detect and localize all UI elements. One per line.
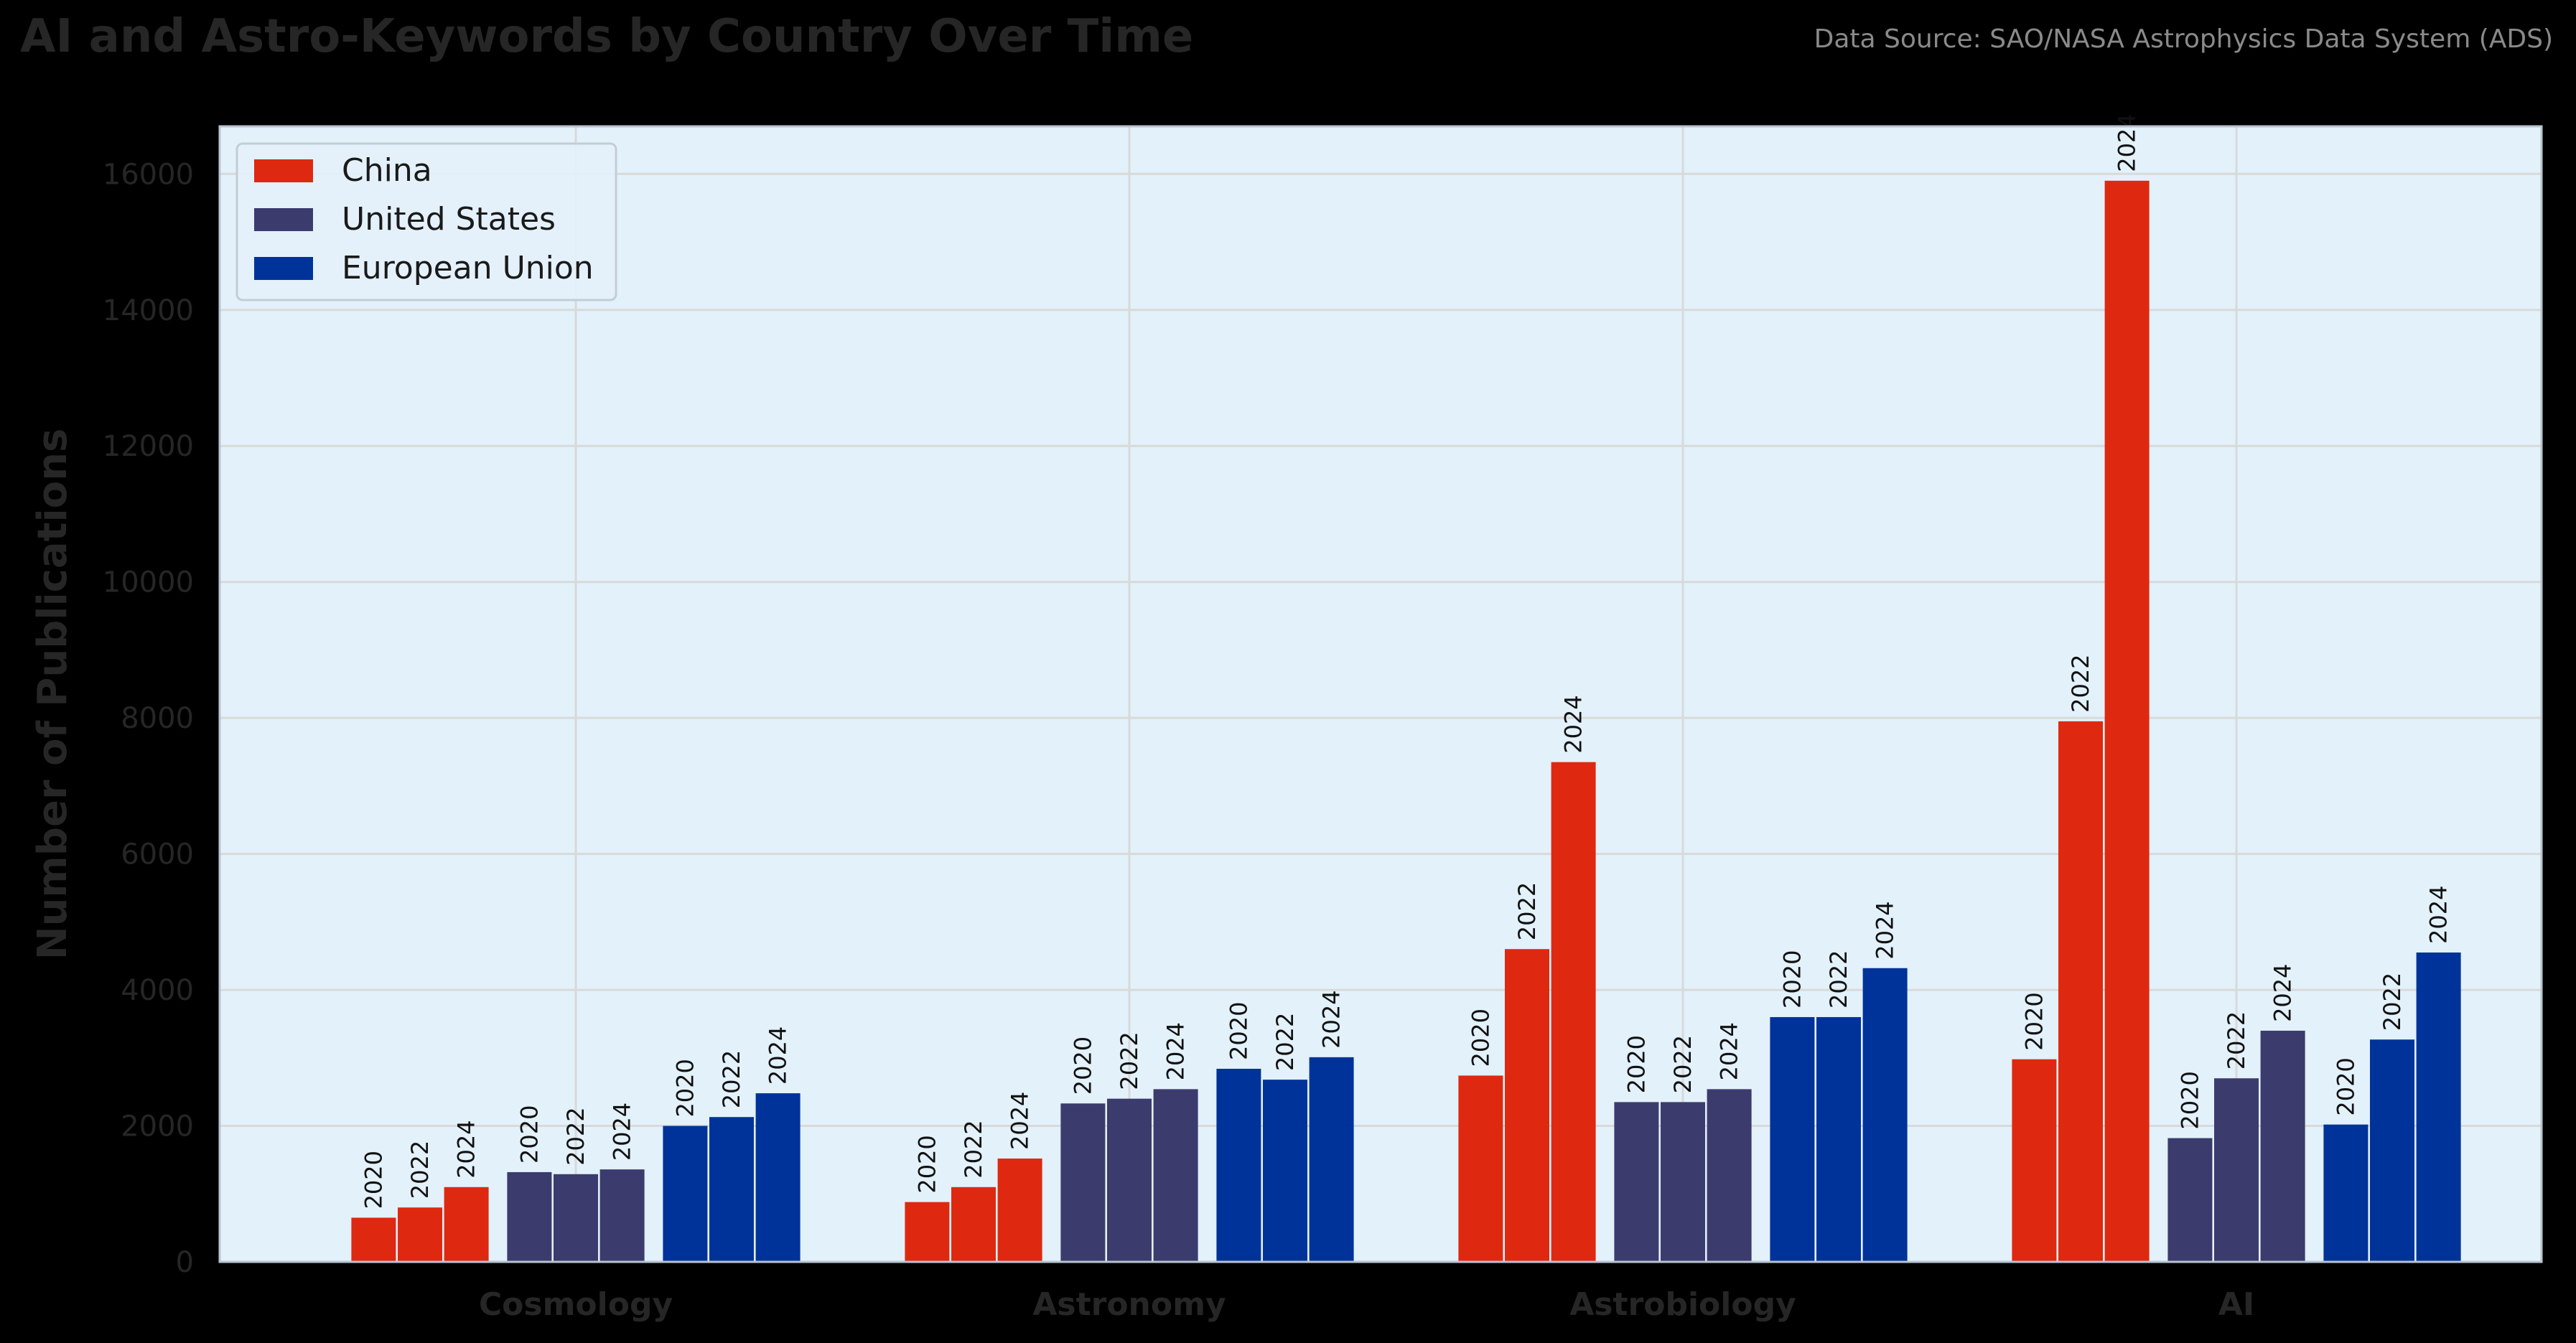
chart-title: AI and Astro-Keywords by Country Over Ti… (20, 10, 1194, 63)
bar-year-label: 2024 (765, 1026, 792, 1085)
bar (1770, 1016, 1815, 1262)
bar-year-label: 2024 (1007, 1092, 1034, 1150)
bar-year-label: 2024 (1872, 901, 1899, 959)
bar (951, 1187, 996, 1262)
bar-year-label: 2022 (562, 1107, 589, 1165)
plot-area (220, 126, 2542, 1262)
bar-year-label: 2020 (515, 1105, 543, 1164)
bar (2012, 1059, 2057, 1262)
bar-year-label: 2020 (2332, 1057, 2359, 1115)
bar (599, 1169, 645, 1262)
bar-year-label: 2022 (406, 1141, 434, 1199)
bar (2323, 1124, 2369, 1262)
bar (1614, 1102, 1659, 1262)
bar (905, 1202, 950, 1262)
bar-year-label: 2024 (2114, 113, 2141, 172)
bar (755, 1093, 801, 1262)
bar-year-label: 2022 (2379, 973, 2406, 1031)
bar-year-label: 2022 (1116, 1031, 1143, 1090)
bar-year-label: 2020 (1623, 1035, 1650, 1093)
bar-year-label: 2022 (1825, 950, 1852, 1009)
bar (2104, 180, 2150, 1262)
legend-label: China (342, 152, 432, 189)
bar-year-label: 2024 (2425, 886, 2453, 944)
bar (997, 1159, 1042, 1262)
bar (398, 1207, 442, 1262)
bar-year-label: 2024 (1716, 1022, 1743, 1080)
legend-label: United States (342, 201, 556, 238)
bar (2260, 1030, 2305, 1262)
plot-frame (218, 125, 2543, 1263)
bar (2058, 721, 2103, 1262)
bar (2370, 1039, 2414, 1262)
bar (1153, 1089, 1198, 1262)
bar-year-label: 2022 (2223, 1011, 2250, 1070)
bar (1505, 949, 1549, 1262)
x-tick-label: Cosmology (479, 1286, 673, 1323)
bar-year-label: 2020 (1225, 1002, 1252, 1060)
bar-year-label: 2024 (1318, 990, 1345, 1048)
bar (1060, 1103, 1106, 1262)
bar-year-label: 2020 (913, 1135, 941, 1193)
bar (554, 1174, 598, 1262)
y-tick-label: 14000 (103, 294, 194, 327)
legend-swatch (254, 257, 313, 280)
bar-year-label: 2020 (1069, 1037, 1096, 1095)
bar-year-label: 2024 (2269, 963, 2297, 1021)
bar-year-label: 2020 (2176, 1071, 2203, 1129)
bar (351, 1217, 396, 1262)
bar-year-label: 2022 (960, 1120, 987, 1178)
bar-year-label: 2020 (1778, 950, 1806, 1009)
bar (2214, 1078, 2259, 1262)
y-tick-label: 2000 (121, 1110, 194, 1143)
bar-year-label: 2020 (671, 1059, 699, 1117)
bar (1263, 1080, 1307, 1262)
bar (1707, 1089, 1752, 1262)
bar (1551, 762, 1596, 1262)
y-axis-label: Number of Publications (29, 429, 76, 960)
bar-year-label: 2024 (1162, 1022, 1190, 1080)
bar-year-label: 2022 (718, 1050, 745, 1108)
bar (1107, 1098, 1152, 1262)
y-tick-label: 16000 (103, 158, 194, 191)
x-tick-label: Astronomy (1032, 1286, 1226, 1323)
legend-label: European Union (342, 250, 594, 286)
bar-year-label: 2024 (1560, 695, 1587, 753)
legend-swatch (254, 208, 313, 231)
bar-year-label: 2020 (2020, 992, 2048, 1050)
y-tick-label: 12000 (103, 430, 194, 463)
bar (663, 1126, 708, 1262)
bar (444, 1187, 489, 1262)
x-tick-label: Astrobiology (1569, 1286, 1796, 1323)
bar (1216, 1068, 1261, 1262)
bar-year-label: 2020 (1467, 1009, 1494, 1067)
bar-year-label: 2024 (453, 1120, 480, 1178)
x-tick-label: AI (2218, 1286, 2254, 1323)
y-tick-label: 8000 (121, 702, 194, 735)
bar-year-label: 2022 (2067, 654, 2094, 712)
bar (1458, 1075, 1503, 1262)
bar (2167, 1138, 2213, 1262)
data-source-note: Data Source: SAO/NASA Astrophysics Data … (1814, 24, 2553, 54)
bar-year-label: 2020 (360, 1151, 387, 1209)
bar (507, 1171, 552, 1262)
y-tick-label: 0 (176, 1246, 194, 1279)
bar-year-label: 2024 (609, 1103, 636, 1161)
bar-year-label: 2022 (1513, 882, 1541, 940)
legend-swatch (254, 159, 313, 182)
bar (2416, 952, 2461, 1262)
bar (1862, 968, 1908, 1262)
legend-box (235, 142, 617, 301)
y-tick-label: 4000 (121, 974, 194, 1007)
y-tick-label: 6000 (121, 838, 194, 871)
bar (1816, 1016, 1861, 1262)
bar-year-label: 2022 (1669, 1035, 1697, 1093)
bar (709, 1117, 754, 1262)
bar-year-label: 2022 (1271, 1013, 1299, 1071)
bar (1661, 1102, 1705, 1262)
bar (1309, 1057, 1354, 1262)
y-tick-label: 10000 (103, 566, 194, 599)
